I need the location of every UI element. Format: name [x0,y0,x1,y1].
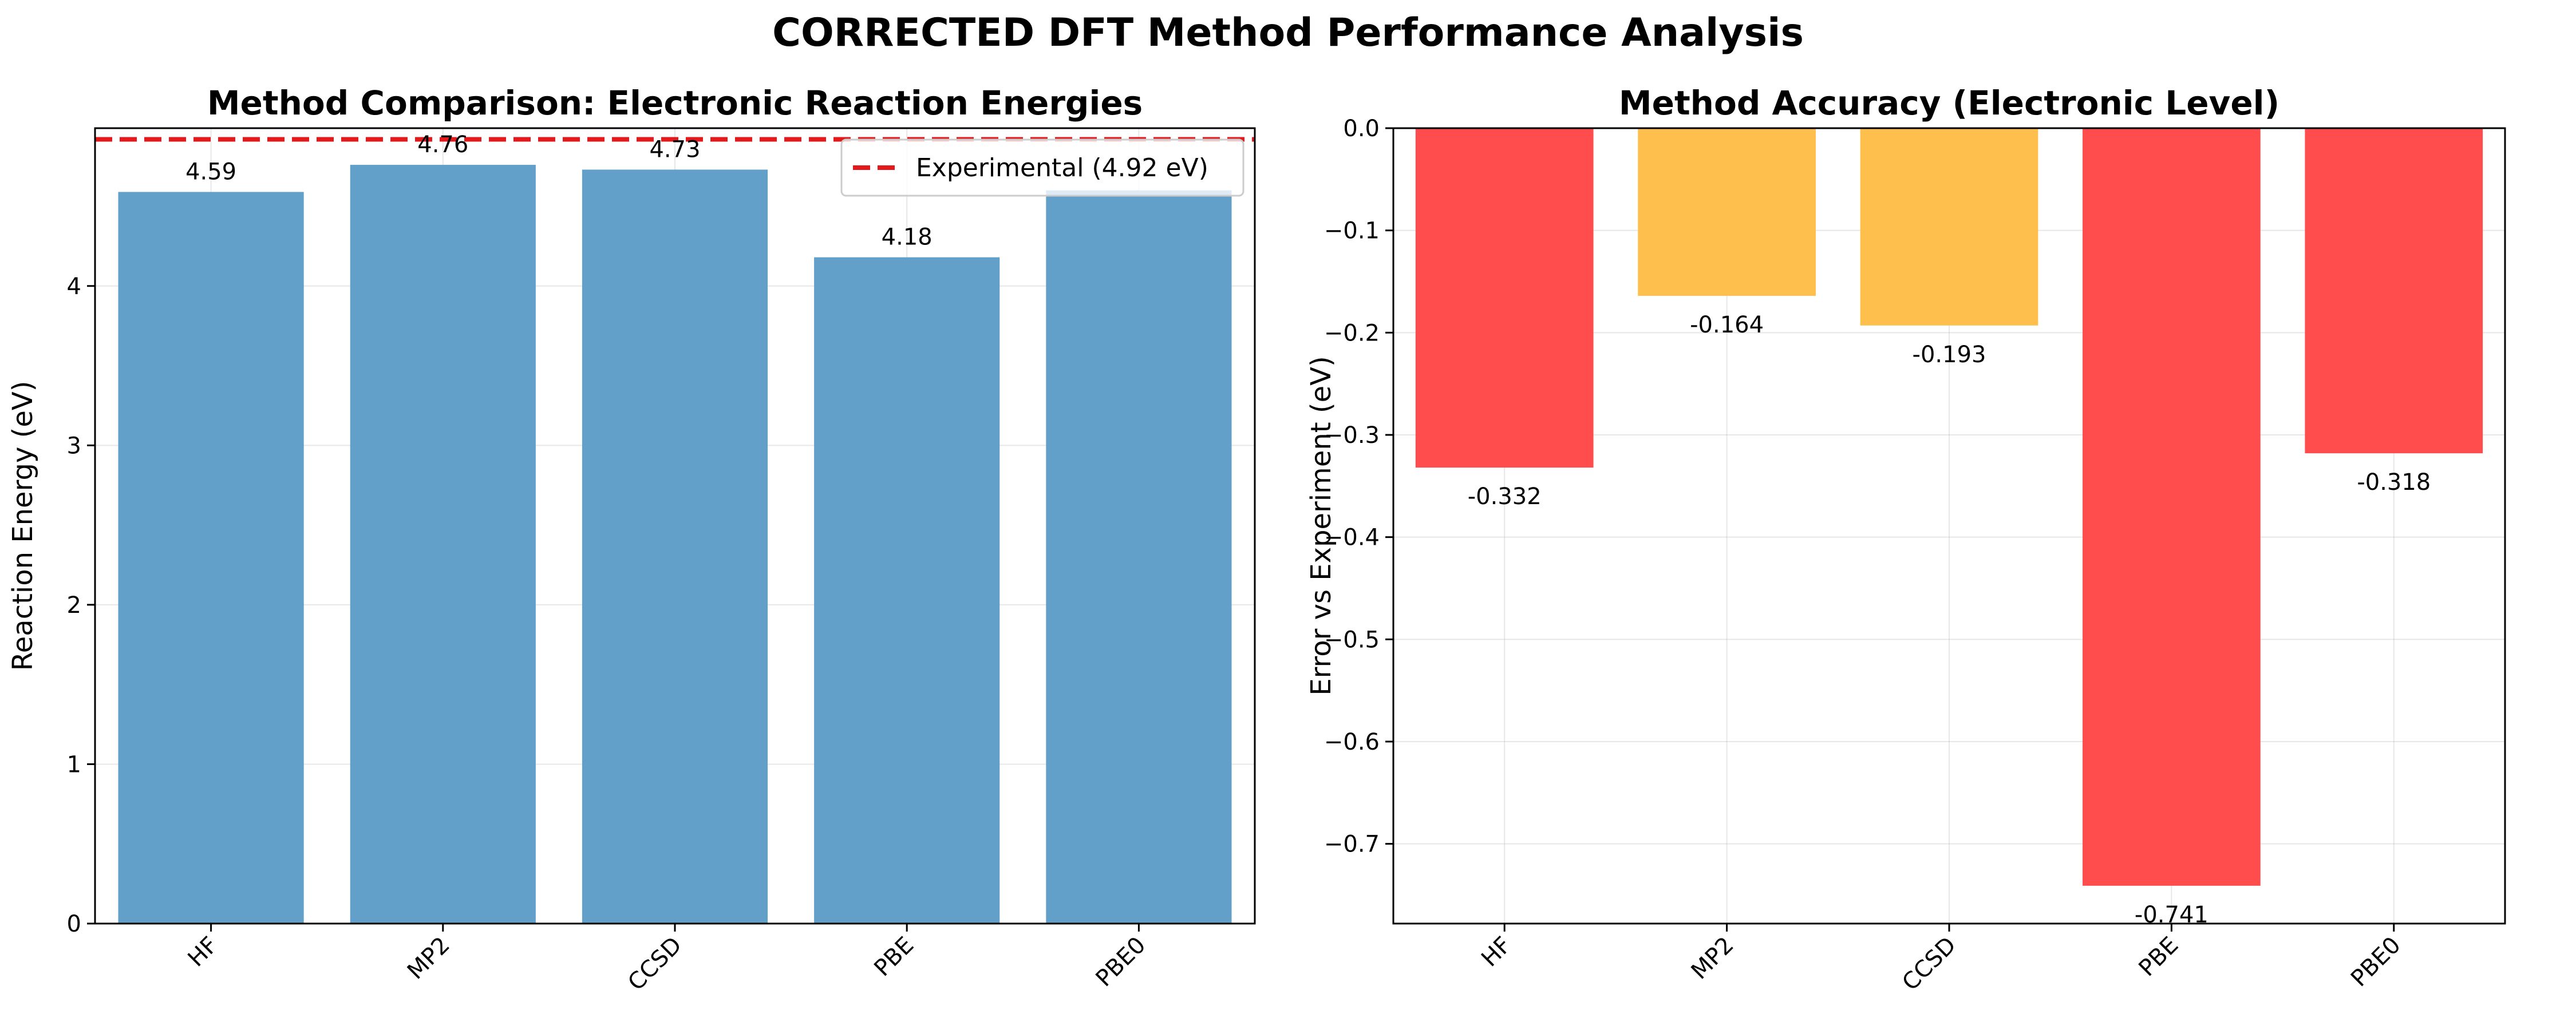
data-label: 4.59 [185,159,236,185]
bar-ccsd [582,169,768,924]
legend: Experimental (4.92 eV) [840,138,1244,197]
y-tick-label: 0.0 [1343,116,1380,142]
y-tick-label: 2 [67,592,81,619]
data-label: 4.73 [649,136,700,163]
y-tick-label: −0.1 [1324,218,1380,244]
y-tick-label: −0.7 [1324,831,1380,858]
bar-hf [118,192,304,924]
legend-box [840,138,1244,197]
y-tick-label: −0.2 [1324,320,1380,346]
y-tick-label: −0.4 [1324,525,1380,551]
y-tick-label: 0 [67,911,81,937]
bar-mp2 [350,165,536,924]
data-label: -0.318 [2357,469,2431,496]
chart-title: Method Comparison: Electronic Reaction E… [207,84,1143,122]
bar-pbe [2083,128,2261,886]
data-label: -0.193 [1913,342,1986,368]
y-tick-label: 1 [67,751,81,778]
y-tick-label: 3 [67,433,81,459]
bar-pbe0 [1046,190,1232,924]
chart-title: Method Accuracy (Electronic Level) [1619,84,2279,122]
y-tick-label: −0.5 [1324,627,1380,653]
data-label: 4.18 [882,224,933,251]
bar-hf [1415,128,1594,468]
bar-ccsd [1860,128,2038,326]
data-label: -0.332 [1468,484,1542,510]
data-label: -0.164 [1690,312,1764,338]
y-tick-label: 4 [67,274,81,300]
bar-mp2 [1638,128,1816,296]
figure-title: CORRECTED DFT Method Performance Analysi… [772,10,1804,56]
legend-label: Experimental (4.92 eV) [916,153,1208,183]
bar-pbe0 [2305,128,2483,454]
bar-pbe [814,257,1000,924]
data-label: 4.76 [417,132,468,158]
y-axis-label: Reaction Energy (eV) [7,381,39,671]
y-axis-label: Error vs Experiment (eV) [1305,356,1337,695]
y-tick-label: −0.3 [1324,422,1380,449]
y-tick-label: −0.6 [1324,729,1380,755]
